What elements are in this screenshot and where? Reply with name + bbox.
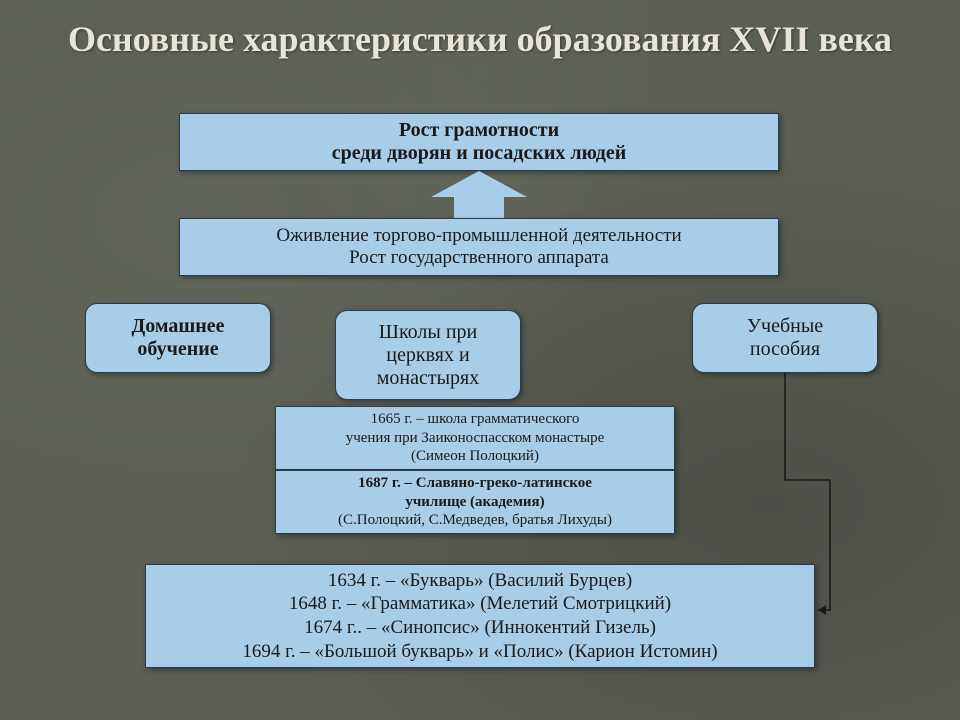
- title-line-2: образования XVII века: [517, 19, 892, 59]
- rightcat-line2: пособия: [750, 338, 820, 361]
- box-detail-1665: 1665 г. – школа грамматического учения п…: [275, 406, 675, 470]
- d2-line3: (С.Полоцкий, С.Медведев, братья Лихуды): [338, 511, 612, 530]
- leftcat-line2: обучение: [137, 338, 218, 361]
- slide-title: Основные характеристики образования XVII…: [0, 0, 960, 61]
- midcat-line2: церквях и: [386, 344, 469, 367]
- d2-line2: училище (академия): [405, 493, 544, 512]
- title-line-1: Основные характеристики: [68, 19, 508, 59]
- midcat-line1: Школы при: [379, 321, 477, 344]
- midcat-line3: монастырях: [377, 367, 480, 390]
- d2-line1: 1687 г. – Славяно-греко-латинское: [358, 474, 592, 493]
- box-trade-growth: Оживление торгово-промышленной деятельно…: [179, 218, 779, 276]
- arrow-up-icon: [454, 171, 504, 218]
- box-middle-line1: Оживление торгово-промышленной деятельно…: [276, 225, 681, 247]
- box-middle-line2: Рост государственного аппарата: [349, 247, 609, 269]
- d1-line3: (Симеон Полоцкий): [411, 447, 539, 466]
- connector-arrowhead: [818, 605, 826, 615]
- bottom-line3: 1674 г.. – «Синопсис» (Иннокентий Гизель…: [304, 616, 656, 640]
- box-detail-1687: 1687 г. – Славяно-греко-латинское училищ…: [275, 470, 675, 534]
- rightcat-line1: Учебные: [747, 315, 823, 338]
- box-home-education: Домашнее обучение: [85, 303, 271, 373]
- leftcat-line1: Домашнее: [131, 315, 224, 338]
- bottom-line2: 1648 г. – «Грамматика» (Мелетий Смотрицк…: [289, 592, 671, 616]
- bottom-line4: 1694 г. – «Большой букварь» и «Полис» (К…: [242, 640, 717, 664]
- box-top-line2: среди дворян и посадских людей: [332, 142, 627, 165]
- box-textbook-list: 1634 г. – «Букварь» (Василий Бурцев) 164…: [145, 564, 815, 668]
- box-literacy-growth: Рост грамотности среди дворян и посадски…: [179, 113, 779, 171]
- d1-line1: 1665 г. – школа грамматического: [371, 410, 580, 429]
- box-textbooks: Учебные пособия: [692, 303, 878, 373]
- d1-line2: учения при Заиконоспасском монастыре: [346, 429, 605, 448]
- box-church-schools: Школы при церквях и монастырях: [335, 310, 521, 400]
- bottom-line1: 1634 г. – «Букварь» (Василий Бурцев): [328, 569, 632, 593]
- box-top-line1: Рост грамотности: [399, 119, 559, 142]
